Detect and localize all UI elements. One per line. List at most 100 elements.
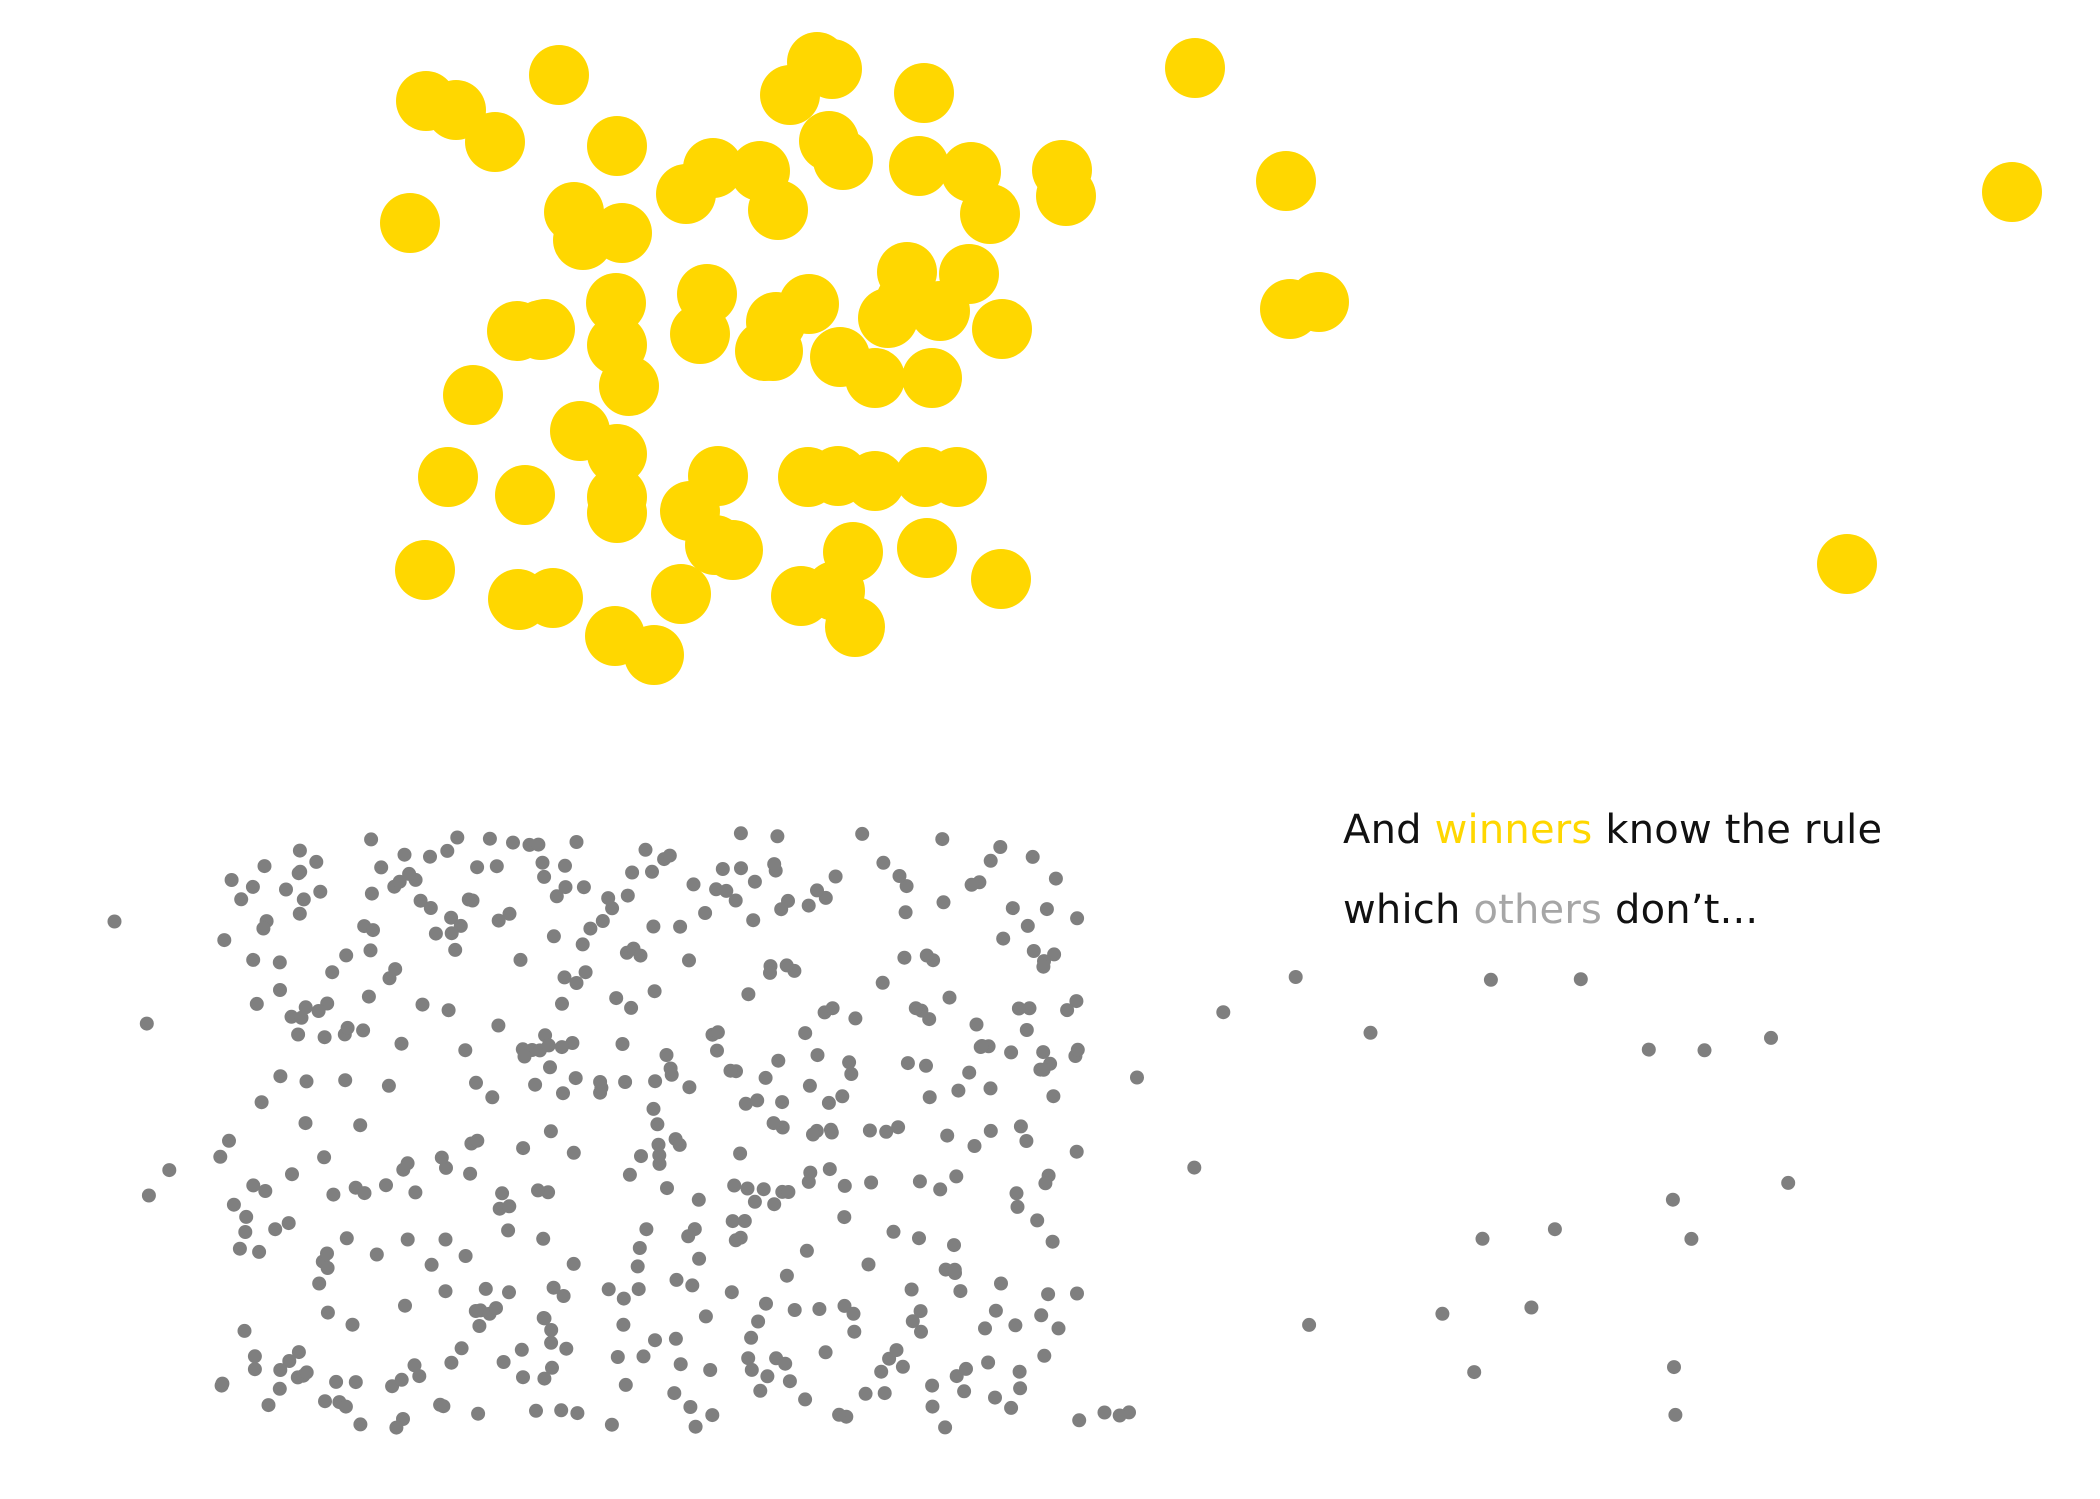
other-dot: [353, 1118, 368, 1133]
other-dot: [1130, 1070, 1144, 1085]
other-dot: [545, 1360, 559, 1375]
other-dot: [1069, 994, 1084, 1009]
other-dot: [1004, 1400, 1019, 1415]
other-dot: [268, 1222, 283, 1237]
other-dot: [311, 1004, 326, 1018]
other-dot: [296, 892, 311, 907]
other-dot: [141, 1188, 156, 1203]
other-dot: [245, 879, 260, 894]
winner-dot: [1982, 162, 2042, 222]
other-dot: [763, 965, 777, 980]
other-dot: [756, 1182, 771, 1197]
other-dot: [766, 1116, 781, 1131]
other-dot: [1011, 1001, 1026, 1016]
other-dot: [318, 1394, 332, 1409]
other-dot: [298, 1116, 313, 1131]
other-dot: [760, 1369, 775, 1384]
other-dot: [782, 1374, 797, 1389]
other-dot: [239, 1209, 254, 1224]
other-dot: [471, 1406, 486, 1421]
other-dot: [369, 1247, 384, 1262]
other-dot: [249, 996, 264, 1011]
other-dot: [294, 1010, 309, 1025]
other-dot: [651, 1137, 666, 1152]
other-dot: [892, 869, 907, 883]
other-dot: [724, 1285, 739, 1300]
winner-dot: [703, 520, 763, 580]
other-dot: [994, 1276, 1008, 1291]
other-dot: [615, 1037, 630, 1051]
other-dot: [1038, 1176, 1053, 1191]
other-dot: [162, 1163, 177, 1178]
other-dot: [400, 1156, 415, 1171]
other-dot: [618, 1075, 633, 1089]
other-dot: [648, 1333, 662, 1348]
other-dot: [570, 1406, 585, 1421]
others-dots: [107, 826, 1796, 1435]
winner-dot: [877, 242, 937, 302]
other-dot: [686, 877, 701, 892]
other-dot: [535, 855, 550, 870]
other-dot: [554, 1040, 569, 1055]
other-dot: [258, 1184, 273, 1198]
other-dot: [313, 884, 328, 899]
other-dot: [1665, 1192, 1680, 1207]
other-dot: [1019, 1023, 1034, 1037]
other-dot: [1041, 1287, 1056, 1302]
caption: And winners know the rule which others d…: [1343, 790, 2043, 950]
winner-dot: [825, 597, 885, 657]
other-dot: [823, 1122, 838, 1137]
other-dot: [272, 1381, 287, 1396]
other-dot: [454, 1341, 469, 1356]
other-dot: [496, 1355, 511, 1369]
other-dot: [669, 1272, 684, 1287]
winner-dot: [495, 465, 555, 525]
other-dot: [325, 965, 340, 980]
other-dot: [458, 1043, 473, 1058]
other-dot: [940, 1128, 955, 1143]
other-dot: [536, 1231, 551, 1246]
caption-line-1: And winners know the rule: [1343, 807, 1883, 853]
other-dot: [516, 1370, 530, 1385]
other-dot: [468, 1304, 483, 1318]
other-dot: [733, 826, 748, 841]
other-dot: [1302, 1317, 1317, 1332]
other-dot: [317, 1030, 332, 1045]
other-dot: [779, 958, 794, 973]
other-dot: [1012, 1364, 1027, 1379]
other-dot: [1072, 1413, 1087, 1428]
other-dot: [291, 1027, 306, 1042]
other-dot: [566, 1145, 581, 1160]
other-dot: [771, 1053, 786, 1068]
other-dot: [472, 1319, 487, 1333]
other-dot: [558, 858, 572, 873]
other-dot: [648, 1074, 663, 1089]
winner-dot: [1289, 272, 1349, 332]
other-dot: [620, 888, 635, 903]
other-dot: [517, 1049, 532, 1064]
other-dot: [733, 1230, 748, 1245]
winner-dot: [586, 273, 646, 333]
other-dot: [988, 1390, 1002, 1405]
other-dot: [908, 1001, 923, 1016]
other-dot: [444, 1355, 459, 1370]
other-dot: [879, 1124, 894, 1139]
other-dot: [273, 1363, 288, 1377]
other-dot: [338, 1399, 353, 1414]
other-dot: [1216, 1005, 1231, 1020]
other-dot: [338, 1073, 353, 1088]
other-dot: [544, 1323, 559, 1337]
other-dot: [698, 906, 713, 920]
other-dot: [139, 1016, 154, 1031]
other-dot: [672, 1137, 687, 1152]
other-dot: [744, 1330, 759, 1345]
other-dot: [444, 926, 459, 941]
other-dot: [828, 869, 843, 884]
other-dot: [441, 1003, 456, 1018]
other-dot: [875, 975, 890, 990]
other-dot: [938, 1420, 953, 1435]
other-dot: [450, 830, 465, 845]
other-dot: [537, 1311, 552, 1326]
other-dot: [575, 937, 590, 952]
other-dot: [660, 1181, 674, 1196]
